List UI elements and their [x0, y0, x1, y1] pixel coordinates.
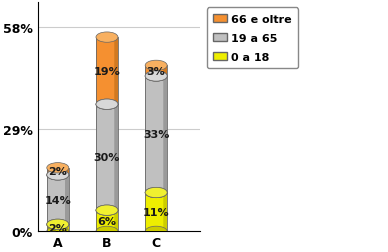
Ellipse shape: [96, 205, 118, 215]
Polygon shape: [66, 225, 69, 231]
Polygon shape: [164, 193, 167, 231]
Text: 30%: 30%: [94, 152, 120, 163]
Ellipse shape: [96, 226, 118, 237]
Ellipse shape: [96, 100, 118, 110]
Polygon shape: [163, 66, 167, 77]
Text: 14%: 14%: [44, 195, 71, 205]
Legend: 66 e oltre, 19 a 65, 0 a 18: 66 e oltre, 19 a 65, 0 a 18: [207, 8, 298, 69]
Bar: [96, 210, 118, 231]
Ellipse shape: [96, 205, 118, 215]
Bar: [145, 193, 167, 231]
Bar: [47, 225, 69, 231]
Bar: [96, 38, 118, 105]
Ellipse shape: [47, 219, 69, 230]
Polygon shape: [65, 168, 69, 175]
Polygon shape: [115, 38, 118, 105]
Ellipse shape: [145, 61, 167, 71]
Polygon shape: [115, 105, 118, 210]
Text: 19%: 19%: [94, 66, 120, 76]
Polygon shape: [114, 38, 118, 105]
Ellipse shape: [47, 226, 69, 237]
Ellipse shape: [96, 33, 118, 43]
Bar: [47, 168, 69, 175]
Polygon shape: [65, 225, 69, 231]
Ellipse shape: [96, 100, 118, 110]
Polygon shape: [65, 175, 69, 225]
Bar: [96, 105, 118, 210]
Polygon shape: [164, 77, 167, 193]
Polygon shape: [66, 175, 69, 225]
Polygon shape: [163, 77, 167, 193]
Polygon shape: [115, 210, 118, 231]
Polygon shape: [163, 193, 167, 231]
Ellipse shape: [145, 226, 167, 237]
Polygon shape: [66, 168, 69, 175]
Text: 6%: 6%: [97, 216, 116, 226]
Text: 2%: 2%: [48, 223, 67, 233]
Bar: [47, 175, 69, 225]
Ellipse shape: [47, 219, 69, 230]
Bar: [145, 66, 167, 77]
Text: 3%: 3%: [147, 66, 166, 76]
Ellipse shape: [47, 163, 69, 173]
Polygon shape: [114, 105, 118, 210]
Text: 33%: 33%: [143, 130, 169, 140]
Ellipse shape: [145, 187, 167, 198]
Ellipse shape: [145, 72, 167, 82]
Polygon shape: [114, 210, 118, 231]
Text: 2%: 2%: [48, 167, 67, 177]
Bar: [145, 77, 167, 193]
Polygon shape: [164, 66, 167, 77]
Ellipse shape: [145, 72, 167, 82]
Ellipse shape: [47, 170, 69, 180]
Text: 11%: 11%: [143, 207, 170, 217]
Ellipse shape: [145, 187, 167, 198]
Ellipse shape: [47, 170, 69, 180]
